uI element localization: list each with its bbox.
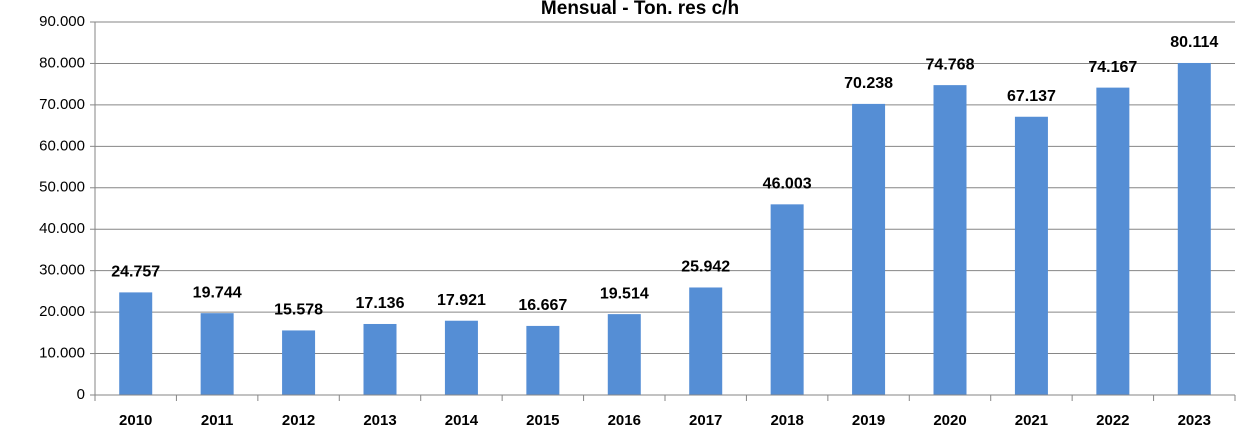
y-tick-label: 40.000 <box>39 220 85 237</box>
y-tick-label: 50.000 <box>39 179 85 196</box>
x-tick-label: 2016 <box>608 412 641 429</box>
x-tick-label: 2011 <box>201 412 234 429</box>
value-label: 67.137 <box>1007 88 1056 105</box>
bar <box>1014 116 1048 396</box>
bar <box>363 323 397 395</box>
bar <box>526 325 560 395</box>
x-tick-label: 2019 <box>852 412 885 429</box>
value-label: 74.167 <box>1088 59 1137 76</box>
bar <box>282 330 316 395</box>
value-label: 17.136 <box>356 295 405 312</box>
value-label: 19.514 <box>600 285 649 302</box>
bar <box>770 204 804 395</box>
y-tick-label: 0 <box>77 386 85 403</box>
x-tick-label: 2020 <box>933 412 966 429</box>
y-tick-label: 90.000 <box>39 13 85 30</box>
x-tick-label: 2012 <box>282 412 315 429</box>
value-label: 80.114 <box>1170 34 1218 51</box>
x-tick-label: 2018 <box>770 412 803 429</box>
y-tick-label: 20.000 <box>39 303 85 320</box>
value-label: 46.003 <box>763 176 812 193</box>
value-label: 74.768 <box>926 56 975 73</box>
x-tick-label: 2013 <box>363 412 396 429</box>
bar <box>933 85 967 396</box>
x-tick-label: 2010 <box>119 412 152 429</box>
bar <box>444 320 478 395</box>
value-label: 70.238 <box>844 75 893 92</box>
y-tick-label: 80.000 <box>39 54 85 71</box>
bar <box>689 287 723 395</box>
y-tick-label: 30.000 <box>39 262 85 279</box>
bar <box>119 292 153 395</box>
y-tick-label: 10.000 <box>39 345 85 362</box>
bar <box>200 313 234 395</box>
x-tick-label: 2014 <box>445 412 479 429</box>
bar <box>1096 87 1130 395</box>
y-tick-label: 70.000 <box>39 96 85 113</box>
x-tick-label: 2023 <box>1178 412 1211 429</box>
value-label: 15.578 <box>274 302 323 319</box>
x-tick-label: 2021 <box>1015 412 1048 429</box>
chart-title: Mensual - Ton. res c/h <box>541 0 739 19</box>
bar <box>1177 62 1211 395</box>
x-tick-label: 2022 <box>1096 412 1129 429</box>
value-label: 24.757 <box>111 264 160 281</box>
value-label: 19.744 <box>193 284 242 301</box>
value-label: 17.921 <box>437 292 486 309</box>
x-tick-label: 2015 <box>526 412 559 429</box>
value-label: 25.942 <box>681 259 730 276</box>
x-tick-label: 2017 <box>689 412 722 429</box>
bar <box>852 103 886 395</box>
bar <box>607 314 641 395</box>
value-label: 16.667 <box>518 297 567 314</box>
y-tick-label: 60.000 <box>39 137 85 154</box>
